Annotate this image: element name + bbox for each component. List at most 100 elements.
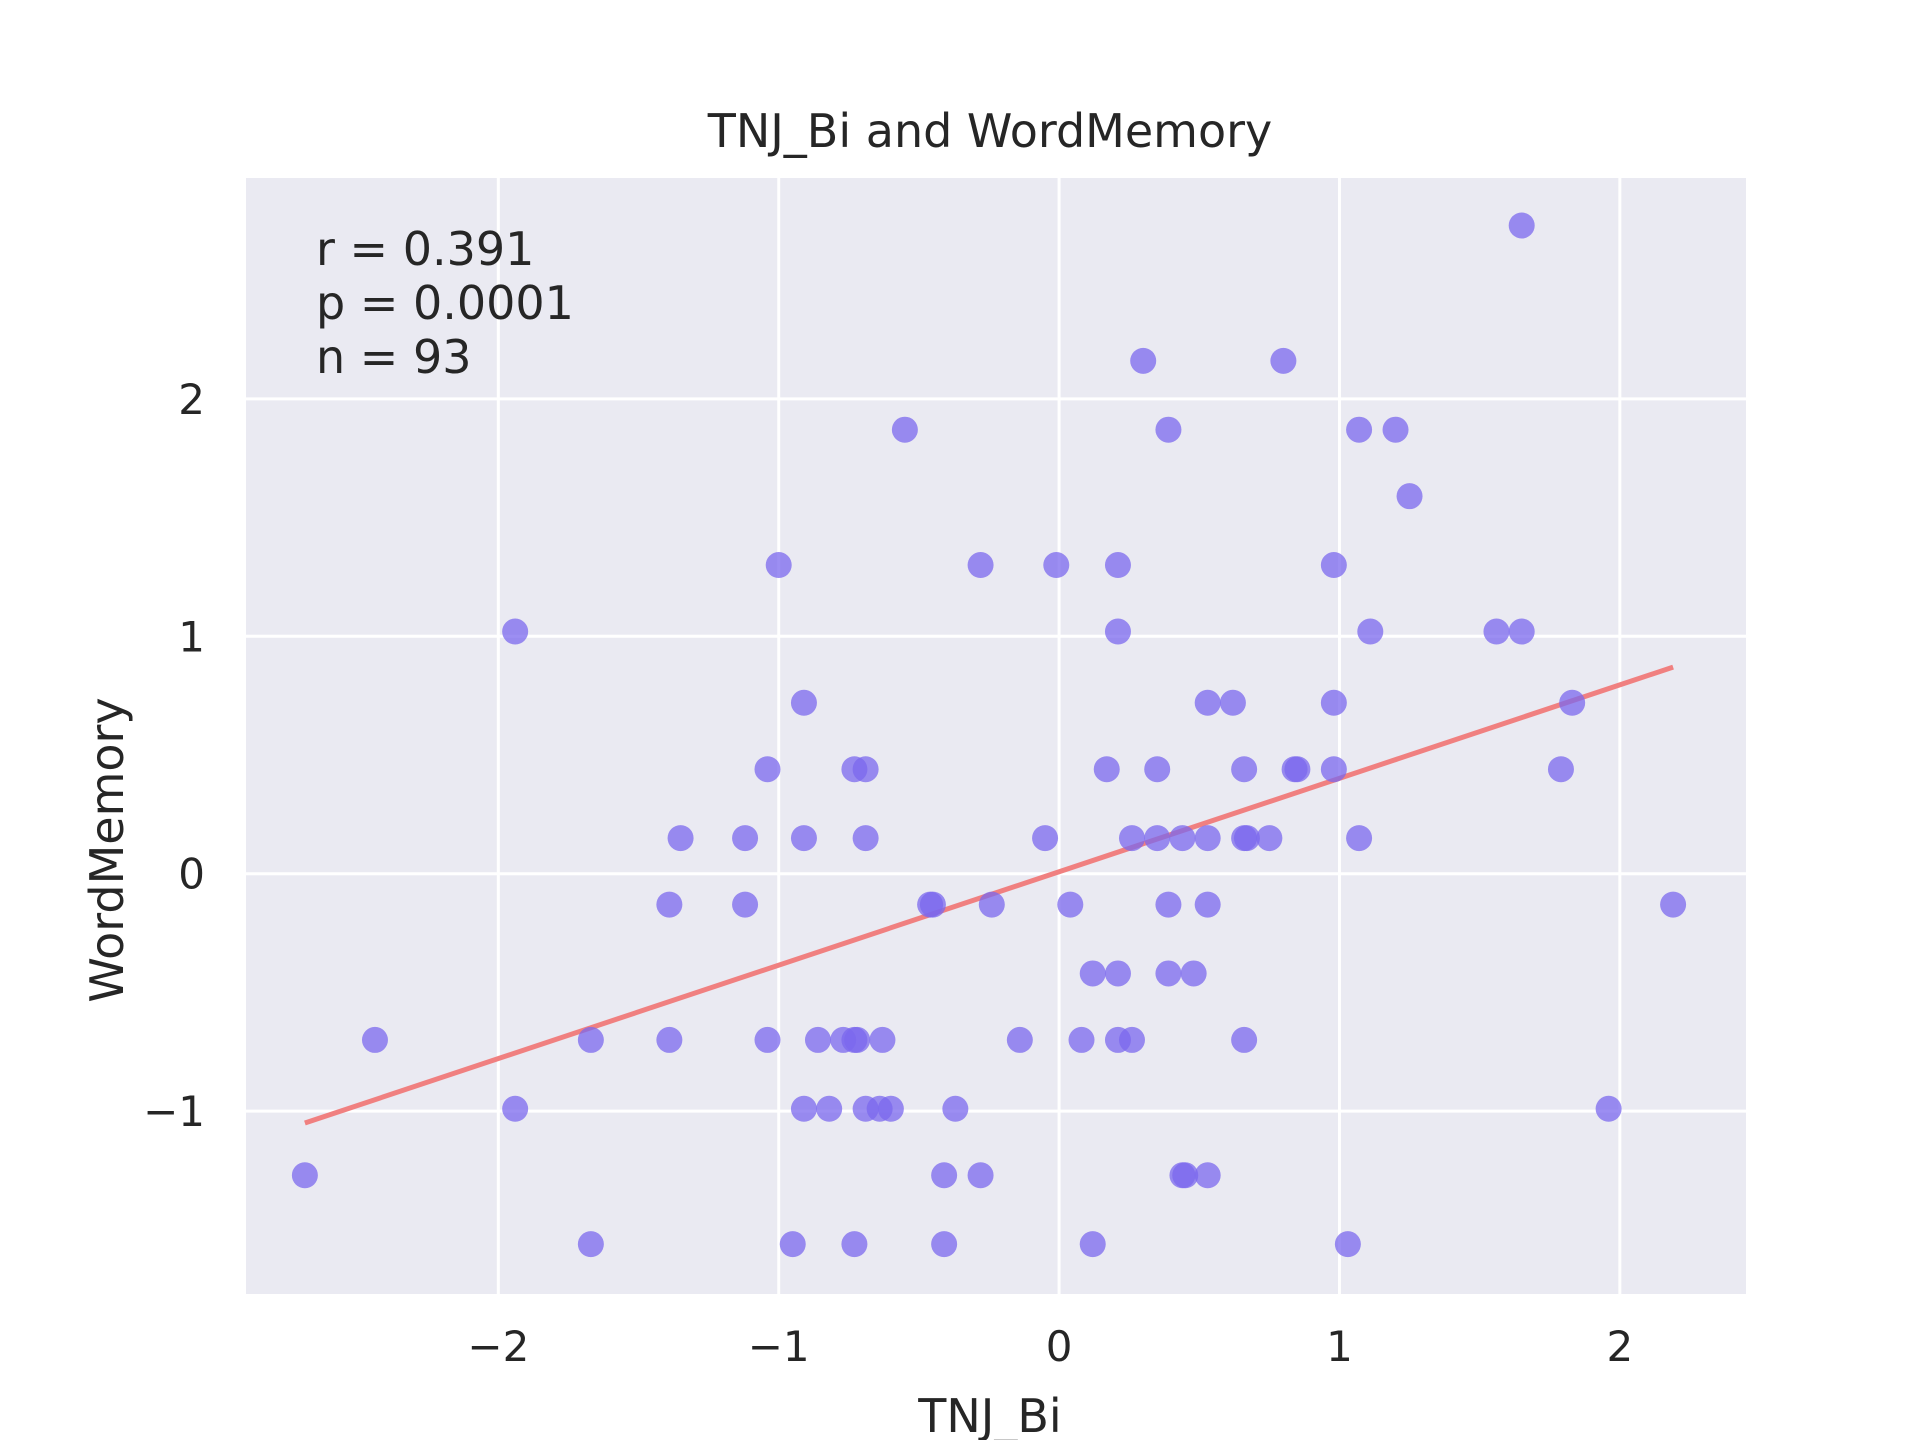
data-point bbox=[1660, 891, 1687, 918]
data-point bbox=[732, 891, 759, 918]
data-point bbox=[869, 1026, 896, 1053]
data-point bbox=[1169, 825, 1196, 852]
data-point bbox=[1118, 825, 1145, 852]
data-point bbox=[754, 756, 781, 783]
data-point bbox=[1032, 825, 1059, 852]
data-point bbox=[841, 1231, 868, 1258]
x-axis-label: TNJ_Bi bbox=[917, 1389, 1061, 1440]
data-point bbox=[1346, 416, 1373, 443]
data-point bbox=[1357, 618, 1384, 645]
plot-background bbox=[246, 178, 1746, 1294]
data-point bbox=[1256, 825, 1283, 852]
data-point bbox=[1104, 552, 1131, 579]
data-point bbox=[1068, 1026, 1095, 1053]
data-point bbox=[1284, 756, 1311, 783]
data-point bbox=[779, 1231, 806, 1258]
x-tick-labels: −2 −1 0 1 2 bbox=[467, 1322, 1633, 1371]
data-point bbox=[1006, 1026, 1033, 1053]
data-point bbox=[1079, 960, 1106, 987]
stats-line: n = 93 bbox=[316, 330, 471, 384]
data-point bbox=[1320, 756, 1347, 783]
data-point bbox=[967, 552, 994, 579]
data-point bbox=[1334, 1231, 1361, 1258]
grid bbox=[246, 178, 1746, 1294]
data-point bbox=[1130, 347, 1157, 374]
stats-line: r = 0.391 bbox=[316, 222, 534, 276]
data-point bbox=[844, 1026, 871, 1053]
data-point bbox=[1595, 1095, 1622, 1122]
y-tick-label: 0 bbox=[178, 850, 205, 899]
data-point bbox=[1508, 212, 1535, 239]
data-point bbox=[1093, 756, 1120, 783]
data-point bbox=[765, 552, 792, 579]
data-point bbox=[1180, 960, 1207, 987]
data-point bbox=[1231, 1026, 1258, 1053]
data-point bbox=[1144, 756, 1171, 783]
data-point bbox=[291, 1162, 318, 1189]
data-point bbox=[361, 1026, 388, 1053]
data-point bbox=[1233, 825, 1260, 852]
data-point bbox=[1172, 1162, 1199, 1189]
data-point bbox=[852, 825, 879, 852]
y-tick-label: 1 bbox=[178, 612, 205, 661]
data-point bbox=[1320, 689, 1347, 716]
data-point bbox=[1104, 618, 1131, 645]
data-point bbox=[754, 1026, 781, 1053]
y-tick-label: 2 bbox=[178, 375, 205, 424]
data-point bbox=[790, 689, 817, 716]
data-point bbox=[1508, 618, 1535, 645]
data-point bbox=[1382, 416, 1409, 443]
data-point bbox=[577, 1026, 604, 1053]
data-point bbox=[1043, 552, 1070, 579]
data-point bbox=[978, 891, 1005, 918]
data-point bbox=[1320, 552, 1347, 579]
x-tick-label: 0 bbox=[1046, 1322, 1073, 1371]
data-point bbox=[1194, 689, 1221, 716]
data-point bbox=[1396, 483, 1423, 510]
data-point bbox=[1194, 825, 1221, 852]
data-point bbox=[1547, 756, 1574, 783]
data-point bbox=[931, 1231, 958, 1258]
data-point bbox=[1057, 891, 1084, 918]
chart-title: TNJ_Bi and WordMemory bbox=[707, 104, 1273, 158]
data-point bbox=[967, 1162, 994, 1189]
data-point bbox=[1079, 1231, 1106, 1258]
data-point bbox=[502, 1095, 529, 1122]
points-layer bbox=[291, 212, 1687, 1258]
data-point bbox=[1155, 416, 1182, 443]
data-point bbox=[942, 1095, 969, 1122]
data-point bbox=[1270, 347, 1297, 374]
x-tick-label: −2 bbox=[467, 1322, 529, 1371]
data-point bbox=[1194, 1162, 1221, 1189]
data-point bbox=[1155, 960, 1182, 987]
data-point bbox=[891, 416, 918, 443]
data-point bbox=[1155, 891, 1182, 918]
data-point bbox=[1194, 891, 1221, 918]
data-point bbox=[1144, 825, 1171, 852]
data-point bbox=[1104, 960, 1131, 987]
data-point bbox=[877, 1095, 904, 1122]
data-point bbox=[790, 1095, 817, 1122]
x-tick-label: 1 bbox=[1326, 1322, 1353, 1371]
data-point bbox=[502, 618, 529, 645]
data-point bbox=[919, 891, 946, 918]
data-point bbox=[1219, 689, 1246, 716]
data-point bbox=[931, 1162, 958, 1189]
data-point bbox=[656, 1026, 683, 1053]
stats-line: p = 0.0001 bbox=[316, 276, 574, 330]
data-point bbox=[732, 825, 759, 852]
data-point bbox=[1483, 618, 1510, 645]
data-point bbox=[667, 825, 694, 852]
data-point bbox=[577, 1231, 604, 1258]
data-point bbox=[790, 825, 817, 852]
data-point bbox=[1559, 689, 1586, 716]
y-tick-labels: −1 0 1 2 bbox=[143, 375, 205, 1136]
data-point bbox=[656, 891, 683, 918]
x-tick-label: 2 bbox=[1606, 1322, 1633, 1371]
data-point bbox=[1118, 1026, 1145, 1053]
data-point bbox=[1346, 825, 1373, 852]
data-point bbox=[804, 1026, 831, 1053]
